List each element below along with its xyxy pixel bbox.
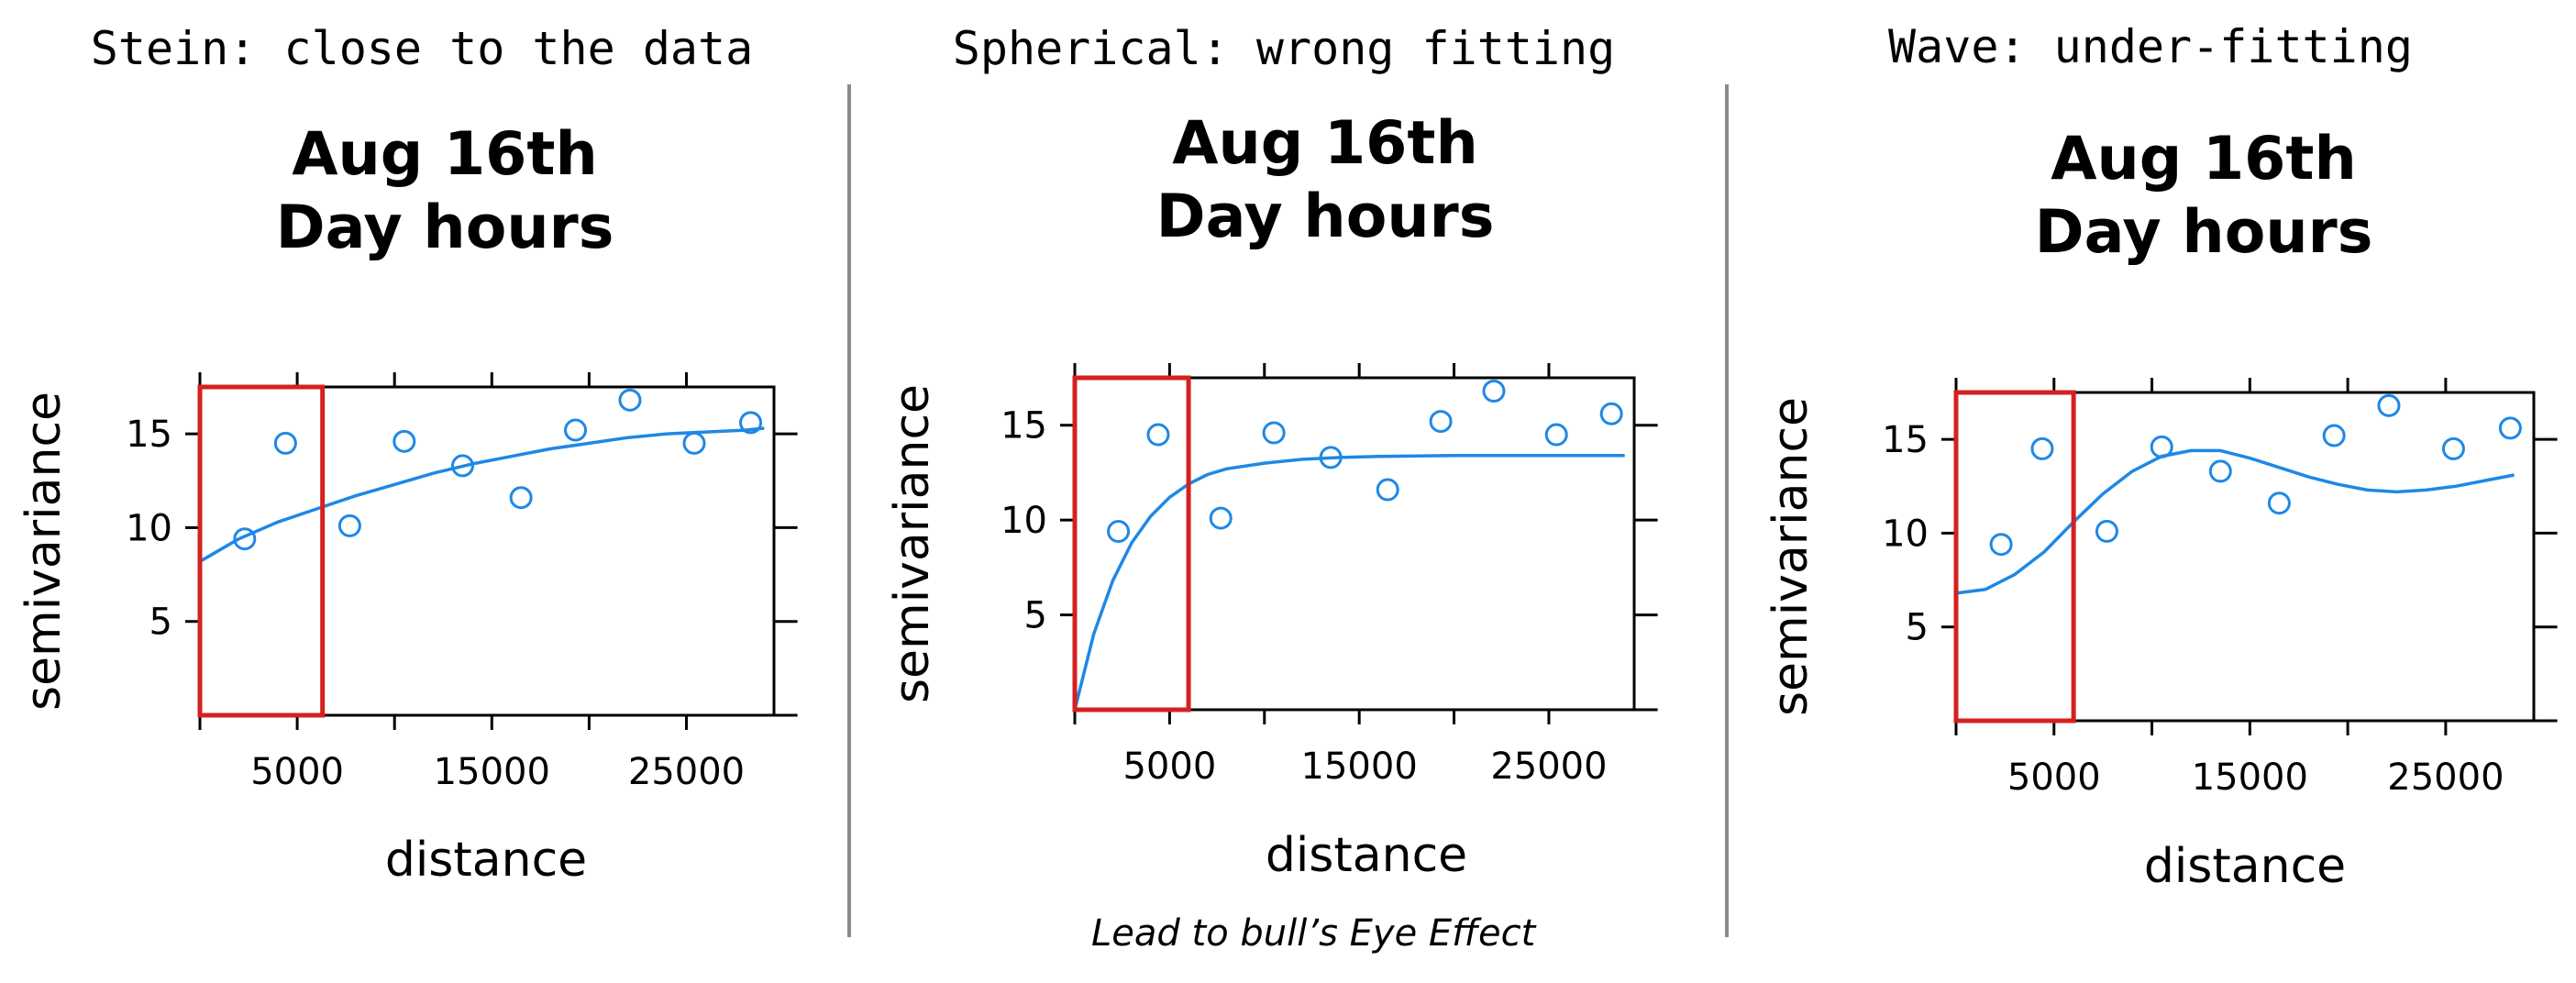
data-point bbox=[618, 388, 642, 412]
data-point bbox=[2267, 492, 2291, 515]
data-point bbox=[233, 527, 257, 551]
x-tick-label: 15000 bbox=[2192, 757, 2308, 799]
data-point bbox=[2030, 436, 2054, 460]
data-point bbox=[1429, 410, 1453, 434]
data-point bbox=[1107, 520, 1131, 544]
data-point bbox=[2095, 519, 2118, 543]
chart-title-line-1: Aug 16th bbox=[292, 120, 598, 189]
y-tick-label: 5 bbox=[1024, 595, 1047, 637]
data-point bbox=[564, 418, 588, 442]
data-point bbox=[509, 486, 533, 510]
highlight-box-stein bbox=[197, 384, 326, 718]
fitted-curve-wave bbox=[1955, 448, 2515, 595]
x-axis-label: distance bbox=[385, 833, 587, 888]
highlight-box-wave bbox=[1953, 390, 2076, 723]
x-tick-label: 15000 bbox=[434, 751, 550, 793]
fitted-curve-stein bbox=[199, 426, 765, 563]
y-tick-label: 5 bbox=[1906, 607, 1929, 649]
y-tick-label: 15 bbox=[1001, 405, 1047, 447]
x-tick-label: 5000 bbox=[1122, 746, 1216, 788]
x-tick-label: 5000 bbox=[250, 751, 344, 793]
chart-title-line-2: Day hours bbox=[2035, 198, 2373, 267]
x-tick-label: 25000 bbox=[628, 751, 745, 793]
chart-title-line-2: Day hours bbox=[1156, 182, 1495, 251]
data-point bbox=[1209, 506, 1233, 530]
y-tick-label: 10 bbox=[1001, 500, 1047, 542]
data-point bbox=[2441, 436, 2465, 460]
y-axis-label: semivariance bbox=[1763, 397, 1819, 716]
data-point bbox=[1319, 446, 1343, 469]
y-axis-label: semivariance bbox=[17, 392, 72, 711]
data-point bbox=[1599, 402, 1623, 425]
y-axis-label: semivariance bbox=[885, 384, 940, 703]
data-point bbox=[739, 411, 763, 435]
panel-heading-spherical: Spherical: wrong fitting bbox=[952, 22, 1616, 75]
data-point bbox=[2208, 459, 2232, 483]
caption-bulls-eye: Lead to bull’s Eye Effect bbox=[1091, 912, 1536, 955]
x-tick-label: 15000 bbox=[1301, 746, 1418, 788]
data-point bbox=[337, 514, 361, 537]
data-point bbox=[450, 454, 474, 478]
data-point bbox=[2377, 393, 2401, 417]
panel-divider-left bbox=[847, 84, 851, 937]
data-point bbox=[1544, 423, 1568, 447]
y-tick-label: 10 bbox=[1882, 513, 1929, 555]
panel-divider-right bbox=[1725, 84, 1729, 937]
x-axis-label: distance bbox=[2144, 839, 2346, 894]
y-tick-label: 10 bbox=[126, 507, 172, 549]
panel-heading-wave: Wave: under-fitting bbox=[1888, 20, 2413, 73]
data-point bbox=[2322, 424, 2346, 447]
data-point bbox=[1376, 478, 1399, 502]
chart-title-line-2: Day hours bbox=[276, 193, 614, 262]
y-tick-label: 15 bbox=[1882, 419, 1929, 461]
x-tick-label: 5000 bbox=[2007, 757, 2101, 799]
data-point bbox=[273, 431, 297, 455]
chart-title-line-1: Aug 16th bbox=[2051, 125, 2357, 193]
data-point bbox=[1482, 379, 1506, 403]
data-point bbox=[392, 429, 416, 453]
y-tick-label: 15 bbox=[126, 414, 172, 456]
data-point bbox=[2150, 435, 2173, 458]
x-tick-label: 25000 bbox=[1490, 746, 1607, 788]
y-tick-label: 5 bbox=[149, 602, 172, 644]
highlight-box-spherical bbox=[1072, 375, 1191, 712]
data-point bbox=[1146, 423, 1170, 447]
data-point bbox=[2498, 416, 2522, 440]
data-point bbox=[682, 431, 706, 455]
data-point bbox=[1262, 421, 1286, 445]
data-point bbox=[1989, 533, 2013, 557]
x-tick-label: 25000 bbox=[2387, 757, 2504, 799]
fitted-curve-spherical bbox=[1073, 454, 1625, 711]
x-axis-label: distance bbox=[1266, 828, 1467, 883]
panel-heading-stein: Stein: close to the data bbox=[90, 22, 754, 75]
chart-title-line-1: Aug 16th bbox=[1172, 109, 1478, 178]
